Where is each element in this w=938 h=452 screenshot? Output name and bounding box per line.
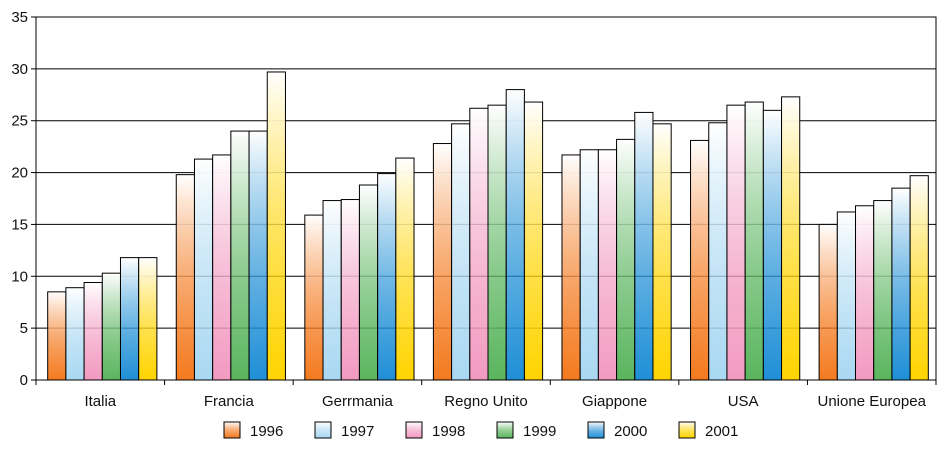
bar-1998-gerrmania (340, 199, 360, 381)
plot-frame (35, 16, 937, 381)
x-category-label: Italia (84, 393, 116, 410)
bar-2000-giappone (634, 111, 654, 381)
bar-1996-regno-unito (432, 143, 453, 381)
bar-2001-giappone (652, 123, 672, 381)
bar-2000-gerrmania (377, 173, 397, 381)
bar-1998-usa (726, 104, 746, 381)
axes: 0 5 10 15 20 25 30 35 Italia Francia Gerrmania Regn… (11, 9, 937, 410)
bar-1997-regno-unito (451, 123, 471, 381)
bar-1996-italia (47, 291, 67, 381)
bar-1997-gerrmania (322, 200, 342, 381)
bar-1998-francia (212, 154, 232, 381)
bar-1996-giappone (561, 154, 581, 381)
bar-2001-usa (781, 96, 801, 381)
legend-label-1996: 1996 (250, 423, 283, 440)
x-category-label: Unione Europea (818, 393, 927, 410)
x-category-label: Gerrmania (322, 393, 394, 410)
legend-label-1999: 1999 (523, 423, 556, 440)
y-tick-label: 15 (11, 216, 28, 233)
bar-1996-gerrmania (304, 214, 324, 381)
bar-1996-francia (175, 174, 195, 381)
bar-2001-gerrmania (395, 157, 415, 381)
y-tick-label: 30 (11, 61, 28, 78)
bar-1999-francia (230, 130, 250, 381)
bar-1996-usa (690, 139, 710, 381)
bars (47, 71, 929, 381)
legend-swatch-1998 (405, 421, 423, 439)
y-tick-label: 35 (11, 9, 28, 26)
legend: 1996 1997 1998 1999 2000 2001 (223, 421, 738, 440)
bar-2000-italia (119, 257, 140, 381)
bar-1999-italia (101, 272, 121, 381)
legend-label-2001: 2001 (705, 423, 738, 440)
bar-1997-giappone (579, 149, 599, 381)
bar-1997-italia (65, 287, 85, 381)
x-category-label: Giappone (582, 393, 647, 410)
bar-1999-giappone (616, 138, 636, 381)
bar-2001-unione-europea (909, 175, 929, 381)
legend-label-1998: 1998 (432, 423, 465, 440)
y-tick-label: 0 (20, 372, 28, 389)
legend-label-2000: 2000 (614, 423, 647, 440)
bar-1999-usa (744, 101, 764, 381)
bar-1998-regno-unito (469, 107, 489, 381)
bar-2000-unione-europea (891, 187, 911, 381)
bar-2001-francia (266, 71, 286, 381)
legend-swatch-1999 (496, 421, 514, 439)
bar-1999-gerrmania (358, 184, 379, 381)
legend-swatch-2000 (587, 421, 605, 439)
bar-2000-regno-unito (505, 89, 525, 381)
y-tick-label: 10 (11, 268, 28, 285)
legend-swatch-1997 (314, 421, 332, 439)
y-tick-label: 5 (20, 320, 28, 337)
x-category-label: Francia (204, 393, 255, 410)
legend-swatch-2001 (678, 421, 696, 439)
x-category-label: Regno Unito (444, 393, 527, 410)
x-category-label: USA (728, 393, 759, 410)
bar-1998-italia (83, 282, 103, 381)
bar-1998-giappone (597, 149, 618, 381)
bar-2000-francia (248, 130, 268, 381)
bar-1996-unione-europea (818, 223, 838, 381)
y-tick-label: 25 (11, 113, 28, 130)
bar-1997-francia (193, 158, 214, 381)
y-tick-label: 20 (11, 165, 28, 182)
legend-label-1997: 1997 (341, 423, 374, 440)
bar-1997-unione-europea (836, 211, 857, 381)
bar-1999-unione-europea (873, 200, 893, 381)
bar-2000-usa (762, 109, 783, 381)
bar-2001-regno-unito (523, 101, 544, 381)
bar-2001-italia (138, 257, 158, 381)
bar-1997-usa (708, 122, 728, 381)
bar-1998-unione-europea (855, 205, 875, 381)
legend-swatch-1996 (223, 421, 241, 439)
bar-1999-regno-unito (487, 104, 507, 381)
